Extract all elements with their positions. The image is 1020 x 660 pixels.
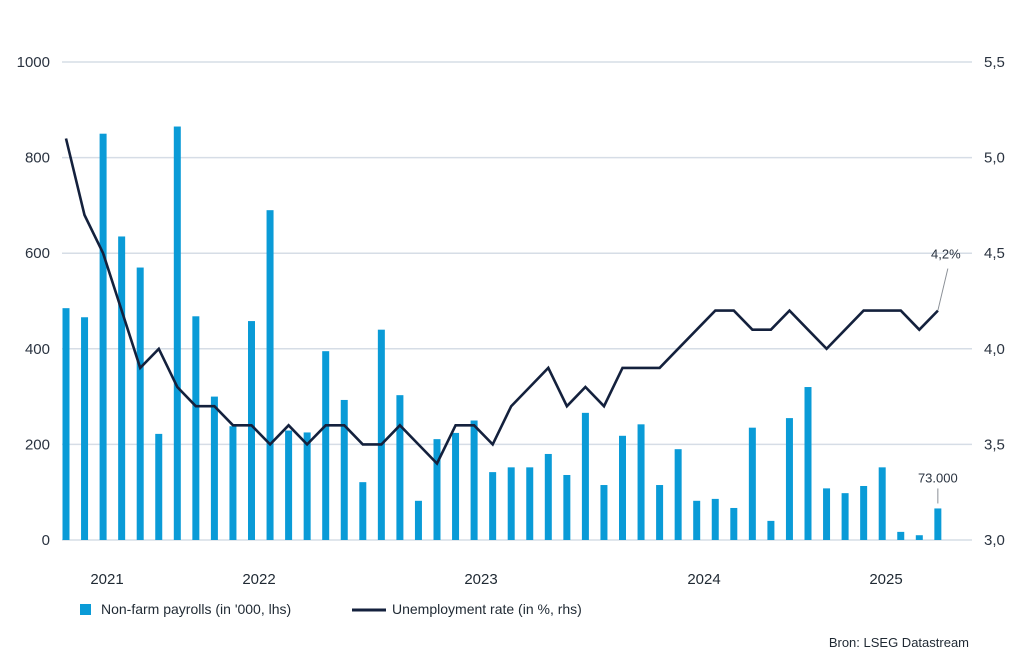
payroll-bar — [489, 472, 497, 540]
payroll-bar — [248, 321, 255, 540]
payroll-bar — [730, 507, 738, 540]
payroll-bar — [915, 535, 923, 540]
left-axis: 0 200 400 600 800 1000 — [17, 54, 50, 549]
right-tick-label: 3,5 — [984, 436, 1005, 453]
payroll-bar — [62, 308, 70, 540]
source-note: Bron: LSEG Datastream — [829, 635, 969, 650]
payroll-bar — [303, 432, 311, 540]
year-label: 2024 — [687, 571, 720, 588]
right-tick-label: 4,5 — [984, 245, 1005, 262]
payroll-bar — [377, 329, 385, 540]
payroll-bar — [470, 420, 478, 540]
left-tick-label: 600 — [25, 245, 50, 262]
year-label: 2021 — [90, 571, 123, 588]
payroll-bars — [62, 126, 942, 540]
payroll-bar — [266, 210, 274, 540]
year-label: 2022 — [242, 571, 275, 588]
left-tick-label: 1000 — [17, 54, 50, 71]
payroll-bar — [841, 493, 849, 540]
unemployment-line — [64, 138, 939, 466]
payroll-bar — [433, 439, 441, 540]
payroll-bar — [544, 453, 552, 540]
payroll-bar — [897, 531, 905, 540]
left-tick-label: 400 — [25, 341, 50, 358]
payroll-bar — [748, 427, 756, 540]
payroll-bar — [359, 482, 367, 540]
year-label: 2023 — [464, 571, 497, 588]
payroll-bar — [192, 316, 200, 540]
payroll-bar — [563, 474, 571, 540]
payroll-bar — [322, 351, 330, 540]
legend-line-label: Unemployment rate (in %, rhs) — [392, 601, 582, 617]
payroll-bar — [767, 520, 775, 540]
payroll-bar — [340, 399, 348, 540]
payroll-bar — [860, 485, 868, 540]
payroll-bar — [581, 412, 589, 540]
right-tick-label: 4,0 — [984, 341, 1005, 358]
payroll-bar — [878, 467, 886, 540]
unemployment-annotation-leader — [937, 268, 949, 311]
payroll-bar — [118, 236, 126, 540]
right-tick-label: 3,0 — [984, 532, 1005, 549]
payroll-bar — [452, 432, 460, 540]
right-tick-label: 5,5 — [984, 54, 1005, 71]
payroll-bar — [823, 488, 831, 540]
payroll-bar — [526, 467, 534, 540]
payroll-bar — [99, 133, 107, 540]
unemployment-series-line — [64, 138, 939, 466]
payroll-bar — [619, 435, 626, 540]
right-axis: 3,0 3,5 4,0 4,5 5,0 5,5 — [984, 54, 1005, 549]
legend: Non-farm payrolls (in '000, lhs) Unemplo… — [80, 601, 582, 617]
payroll-bar — [155, 433, 163, 540]
legend-bar-swatch — [80, 604, 91, 615]
payroll-bar — [81, 317, 89, 540]
legend-bar-label: Non-farm payrolls (in '000, lhs) — [101, 601, 291, 617]
payroll-bar — [229, 426, 237, 540]
payroll-bar — [656, 485, 664, 540]
payroll-bar — [396, 395, 404, 540]
unemployment-annotation-label: 4,2% — [931, 247, 961, 262]
payroll-bar — [637, 424, 645, 540]
payroll-annotation-label: 73.000 — [918, 470, 958, 485]
left-tick-label: 0 — [42, 532, 50, 549]
payroll-bar — [934, 508, 942, 540]
payroll-bar — [674, 449, 682, 540]
x-axis-years: 2021 2022 2023 2024 2025 — [90, 571, 902, 588]
payroll-bar — [785, 418, 793, 540]
payroll-bar — [414, 500, 422, 540]
payroll-bar — [711, 498, 719, 540]
right-tick-label: 5,0 — [984, 150, 1005, 167]
payroll-bar — [173, 126, 181, 540]
payroll-bar — [600, 485, 608, 540]
year-label: 2025 — [869, 571, 902, 588]
payroll-bar — [507, 467, 515, 540]
payroll-bar — [804, 387, 812, 540]
payroll-bar — [136, 267, 144, 540]
left-tick-label: 200 — [25, 436, 50, 453]
annotations: 73.000 4,2% — [918, 247, 961, 504]
left-tick-label: 800 — [25, 150, 50, 167]
payroll-bar — [210, 396, 218, 540]
payroll-bar — [285, 430, 293, 540]
payroll-bar — [693, 500, 701, 540]
